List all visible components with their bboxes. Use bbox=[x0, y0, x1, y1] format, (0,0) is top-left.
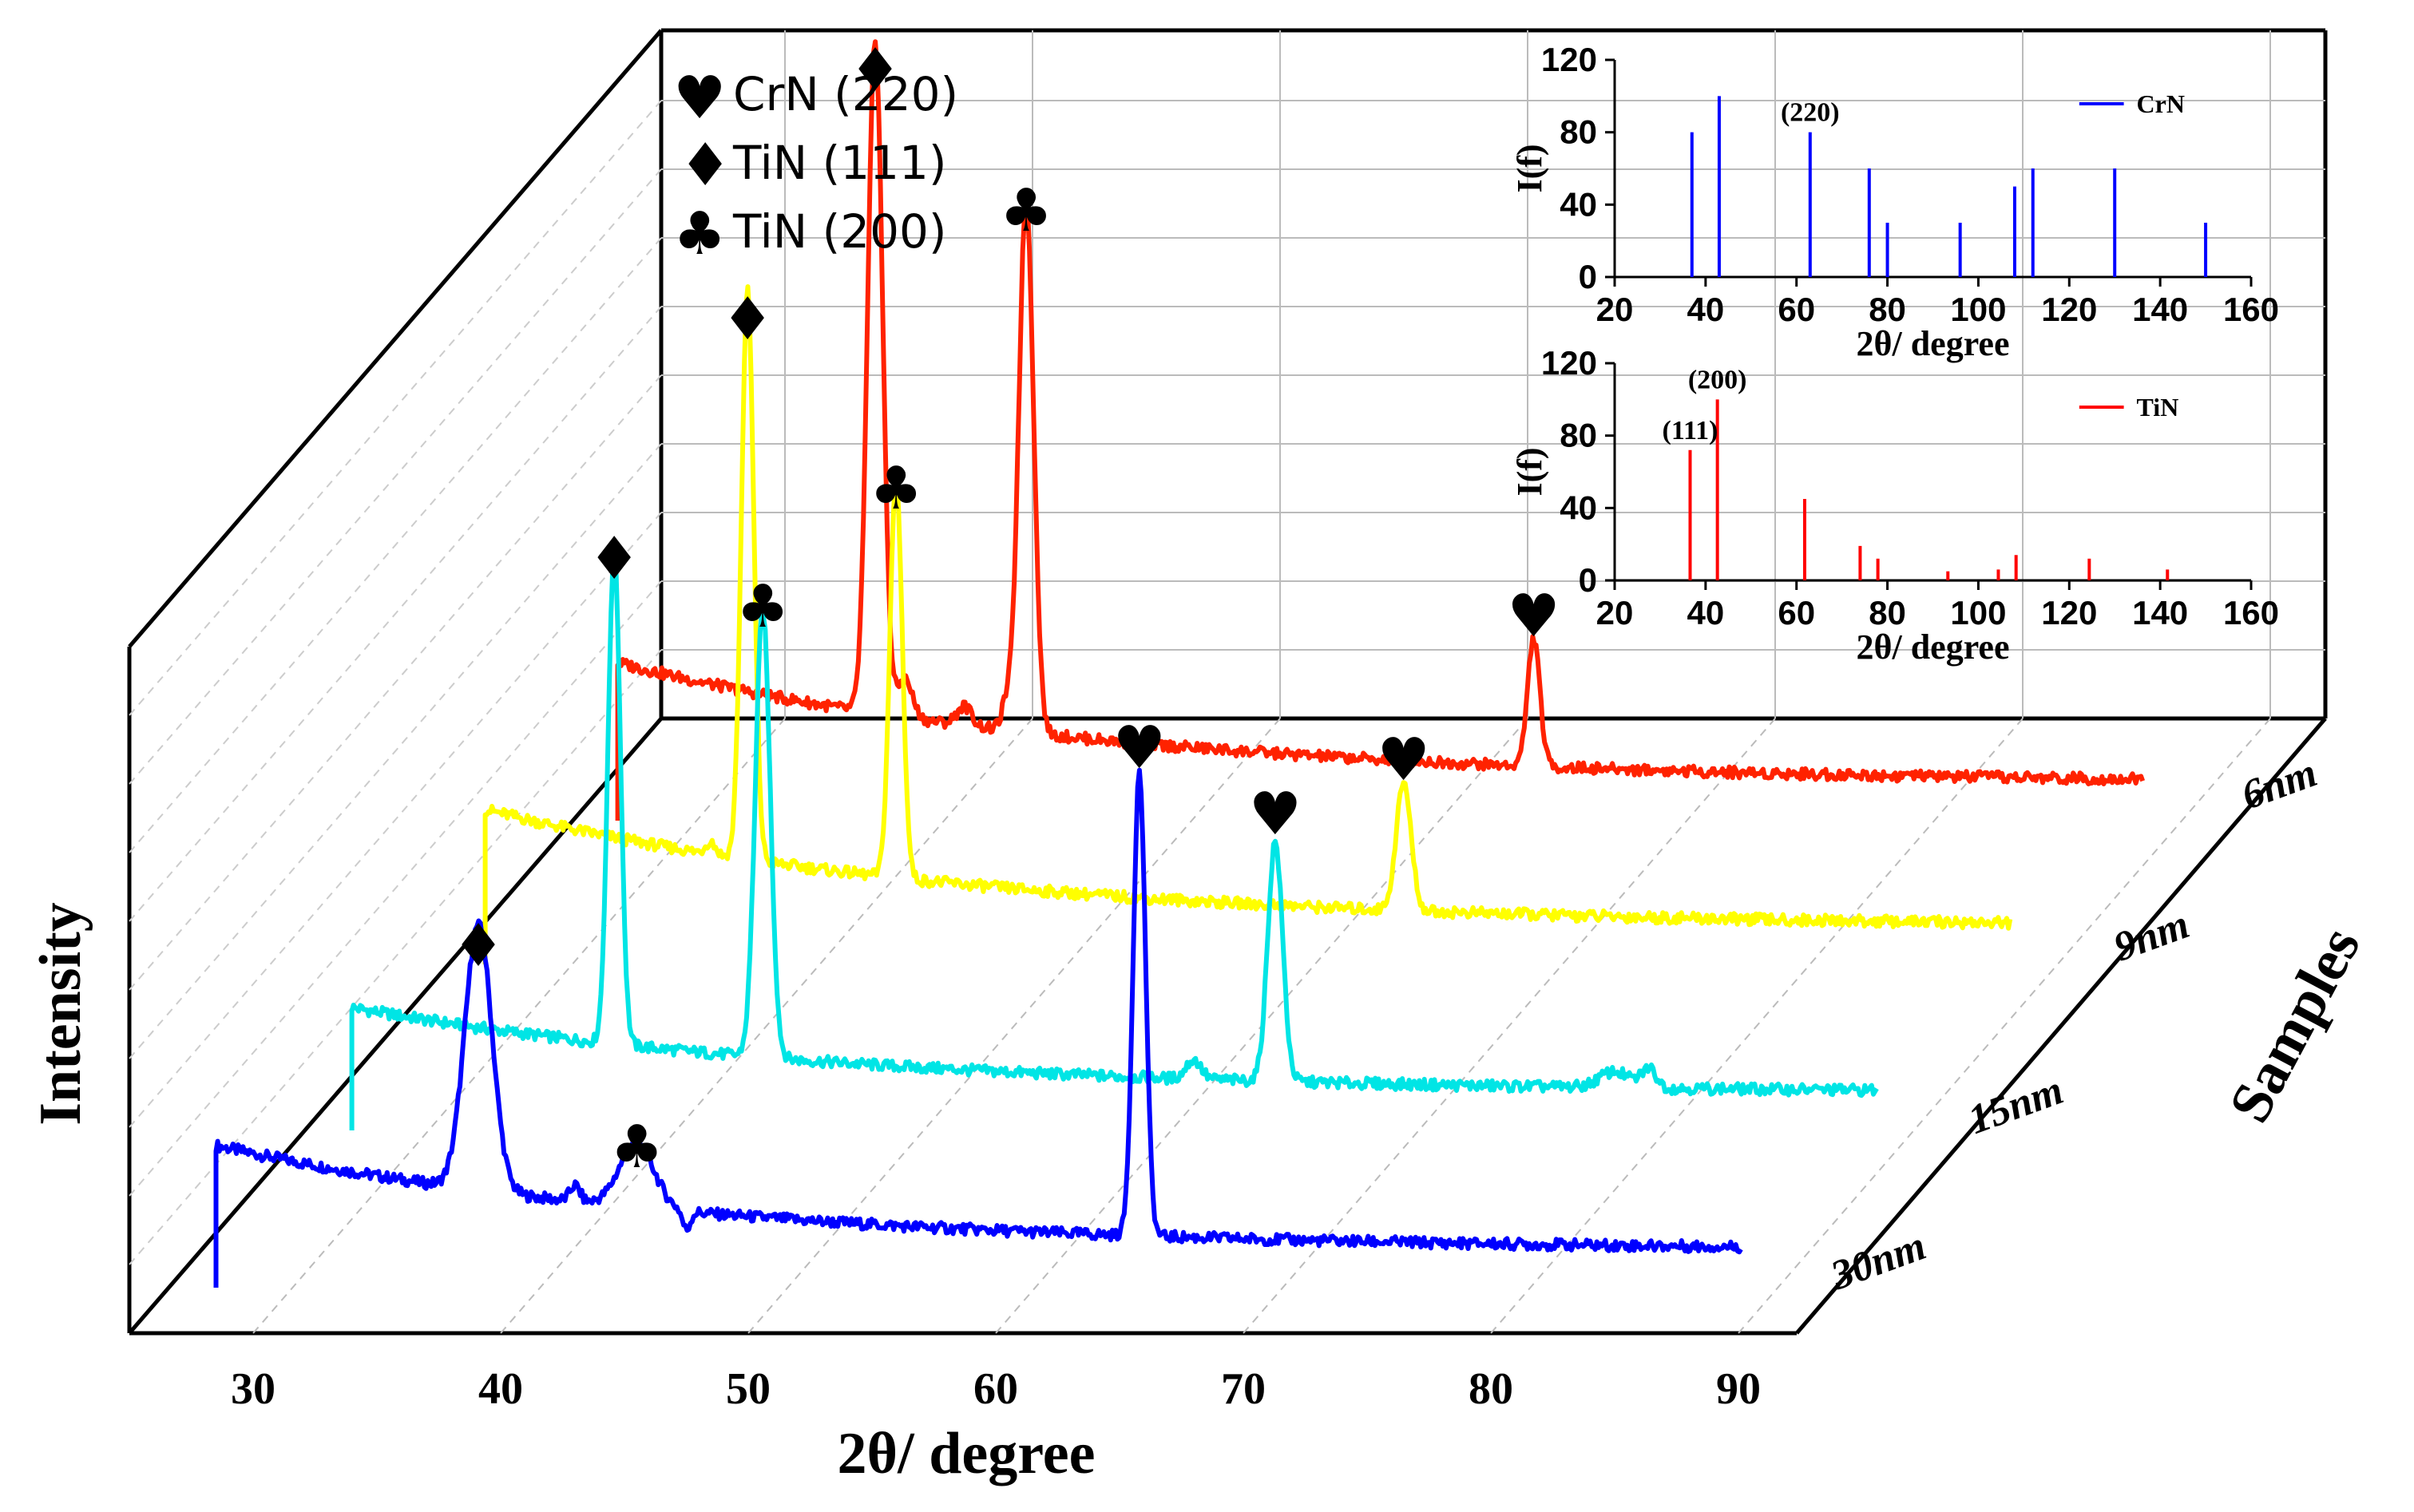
grid-depth-5 bbox=[1490, 718, 2024, 1334]
x-tick-label-70: 70 bbox=[1221, 1364, 1266, 1414]
grid-side-4 bbox=[129, 443, 662, 1059]
y-axis-label: Intensity bbox=[28, 902, 93, 1126]
legend: ♥ CrN (220) ♦ TiN (111) ♣ TiN (200) bbox=[673, 64, 958, 268]
peak-marker-6nm-9: ♦ bbox=[849, 36, 902, 105]
legend-symbol-tin111: ♦ bbox=[679, 131, 731, 200]
peak-marker-30nm-0: ♦ bbox=[452, 912, 505, 980]
grid-depth-6 bbox=[1738, 718, 2271, 1334]
inset-CrN-x-tick-label-120: 120 bbox=[2041, 291, 2097, 328]
x-tick-label-90: 90 bbox=[1716, 1364, 1761, 1414]
peak-marker-9nm-6: ♦ bbox=[721, 285, 774, 354]
inset-TiN-y-tick-label-0: 0 bbox=[1579, 561, 1597, 599]
inset-CrN-annotation-0: (220) bbox=[1781, 98, 1840, 128]
x-tick-label-40: 40 bbox=[478, 1364, 523, 1414]
sample-label-9nm: 9nm bbox=[2108, 901, 2195, 970]
x-tick-label-50: 50 bbox=[726, 1364, 771, 1414]
inset-TiN-y-tick-label-120: 120 bbox=[1541, 344, 1597, 382]
series-line-9nm bbox=[482, 284, 2013, 964]
grid-side-3 bbox=[129, 512, 662, 1128]
inset-TiN-annotation-0: (111) bbox=[1663, 416, 1718, 445]
grid-side-6 bbox=[129, 306, 662, 922]
axes-frame bbox=[127, 28, 2328, 1336]
inset-TiN-x-tick-label-140: 140 bbox=[2132, 594, 2188, 631]
series-line-15nm bbox=[349, 541, 1879, 1130]
inset-TiN-y-tick-label-40: 40 bbox=[1560, 489, 1597, 526]
inset-CrN-y-tick-label-0: 0 bbox=[1579, 258, 1597, 295]
x-axis-label: 2θ/ degree bbox=[838, 1421, 1096, 1486]
x-tick-labels: 30 40 50 60 70 80 90 bbox=[231, 1364, 1761, 1414]
inset-CrN-y-tick-label-120: 120 bbox=[1541, 41, 1597, 78]
grid-lines bbox=[129, 30, 2325, 1334]
inset-CrN-x-tick-label-160: 160 bbox=[2223, 291, 2279, 328]
inset-TiN-x-tick-label-20: 20 bbox=[1596, 594, 1634, 631]
inset-CrN-x-tick-label-20: 20 bbox=[1596, 291, 1634, 328]
inset-CrN-y-label: I(f) bbox=[1510, 144, 1549, 192]
grid-side-2 bbox=[129, 580, 662, 1197]
grid-depth-1 bbox=[500, 718, 1033, 1334]
series-line-6nm bbox=[615, 39, 2146, 821]
grid-side-9 bbox=[129, 100, 662, 716]
peak-marker-30nm-1: ♣ bbox=[610, 1113, 663, 1181]
inset-crn-reference: 20 40 60 80 100 120 140 160 0 40 80 120 (220) 2θ/ deg… bbox=[1510, 41, 2279, 363]
grid-side-5 bbox=[129, 374, 662, 991]
peak-marker-9nm-8: ♥ bbox=[1377, 726, 1430, 794]
inset-tin-reference: 20 40 60 80 100 120 140 160 0 40 80 120 (111) (200) 2θ… bbox=[1510, 344, 2279, 667]
series-layer bbox=[213, 39, 2146, 1288]
z-axis-label: Samples bbox=[2217, 916, 2373, 1133]
inset-CrN-y-tick-label-40: 40 bbox=[1560, 185, 1597, 223]
inset-CrN-x-tick-label-60: 60 bbox=[1778, 291, 1815, 328]
peak-markers: ♦♣♥♦♣♥♦♣♥♦♣♥ bbox=[452, 36, 1560, 1181]
peak-marker-30nm-2: ♥ bbox=[1113, 714, 1166, 782]
peak-marker-15nm-5: ♥ bbox=[1249, 780, 1302, 849]
inset-CrN-y-tick-label-80: 80 bbox=[1560, 113, 1597, 151]
sample-label-30nm: 30nm bbox=[1825, 1223, 1932, 1299]
inset-TiN-x-label: 2θ/ degree bbox=[1857, 627, 2010, 667]
sample-label-6nm: 6nm bbox=[2236, 750, 2323, 818]
x-tick-label-60: 60 bbox=[973, 1364, 1018, 1414]
inset-TiN-x-tick-label-160: 160 bbox=[2223, 594, 2279, 631]
legend-label-crn: CrN (220) bbox=[733, 67, 958, 121]
legend-label-tin111: TiN (111) bbox=[732, 136, 947, 190]
legend-symbol-tin200: ♣ bbox=[673, 200, 726, 268]
x-tick-label-80: 80 bbox=[1469, 1364, 1513, 1414]
frame-edge-6 bbox=[1795, 717, 2327, 1335]
grid-side-7 bbox=[129, 237, 662, 853]
peak-marker-15nm-4: ♣ bbox=[736, 572, 789, 641]
inset-CrN-x-tick-label-40: 40 bbox=[1687, 291, 1724, 328]
peak-marker-6nm-10: ♣ bbox=[1000, 176, 1052, 245]
grid-depth-2 bbox=[747, 718, 1281, 1334]
frame-edge-2 bbox=[128, 29, 663, 648]
grid-depth-4 bbox=[1243, 718, 1776, 1334]
inset-CrN-legend-label: CrN bbox=[2137, 89, 2185, 118]
inset-TiN-y-tick-label-80: 80 bbox=[1560, 417, 1597, 454]
inset-TiN-y-label: I(f) bbox=[1510, 447, 1549, 496]
legend-label-tin200: TiN (200) bbox=[732, 204, 947, 259]
series-line-30nm bbox=[213, 767, 1743, 1288]
inset-TiN-x-tick-label-100: 100 bbox=[1950, 594, 2006, 631]
legend-symbol-crn: ♥ bbox=[673, 64, 726, 133]
inset-TiN-x-tick-label-60: 60 bbox=[1778, 594, 1815, 631]
inset-CrN-x-tick-label-100: 100 bbox=[1950, 291, 2006, 328]
inset-TiN-x-tick-label-80: 80 bbox=[1869, 594, 1906, 631]
grid-depth-0 bbox=[252, 718, 786, 1334]
inset-TiN-x-tick-label-120: 120 bbox=[2041, 594, 2097, 631]
inset-CrN-x-tick-label-140: 140 bbox=[2132, 291, 2188, 328]
inset-CrN-x-tick-label-80: 80 bbox=[1869, 291, 1906, 328]
inset-TiN-annotation-1: (200) bbox=[1688, 365, 1747, 394]
x-tick-label-30: 30 bbox=[231, 1364, 275, 1414]
grid-side-8 bbox=[129, 168, 662, 785]
peak-marker-9nm-7: ♣ bbox=[870, 454, 922, 523]
inset-TiN-x-tick-label-40: 40 bbox=[1687, 594, 1724, 631]
inset-CrN-x-label: 2θ/ degree bbox=[1857, 324, 2010, 363]
inset-TiN-legend-label: TiN bbox=[2137, 393, 2179, 422]
peak-marker-15nm-3: ♦ bbox=[588, 524, 640, 593]
peak-marker-6nm-11: ♥ bbox=[1507, 582, 1560, 651]
